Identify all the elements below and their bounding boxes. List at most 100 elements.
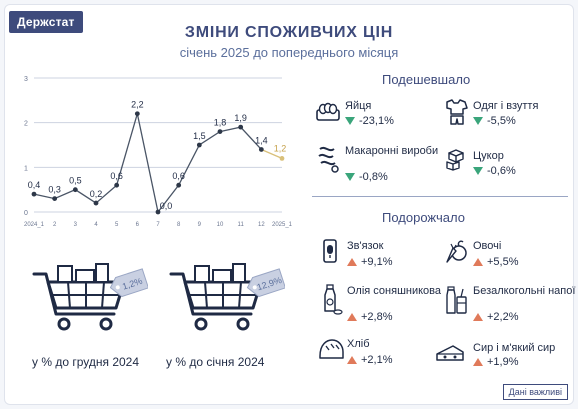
series-line-last <box>261 148 283 159</box>
x-tick-label: 4 <box>94 222 98 228</box>
data-label: 0,5 <box>69 176 82 186</box>
item-change: -5,5% <box>487 115 516 127</box>
clothes-icon <box>446 99 468 125</box>
pricier-item-cheese: Сир і м'який сир +1,9% <box>435 340 573 374</box>
data-label: 0,0 <box>160 201 173 211</box>
bread-icon <box>319 339 344 359</box>
x-tick-label: 2025_1 <box>272 222 293 228</box>
price-tag-icon: 1,2% <box>109 268 148 298</box>
data-label: 1,9 <box>234 113 247 123</box>
up-arrow-icon <box>473 258 483 267</box>
data-point <box>258 147 264 152</box>
oil-icon <box>324 284 343 315</box>
data-label: 0,6 <box>172 171 185 181</box>
item-change: +2,1% <box>361 354 393 366</box>
x-tick-label: 12 <box>258 222 265 228</box>
data-point <box>196 142 202 148</box>
pricier-item-vegetables: Овочі +5,5% <box>443 238 573 272</box>
pricier-item-communication: Зв'язок +9,1% <box>317 238 437 272</box>
item-change: +2,2% <box>487 311 519 323</box>
item-name: Одяг і взуття <box>473 100 539 112</box>
section-divider <box>312 196 568 197</box>
basket-december: 1,2% <box>32 263 148 331</box>
data-point <box>238 124 244 130</box>
page-title: ЗМІНИ СПОЖИВЧИХ ЦІН <box>184 24 394 41</box>
pricier-item-bread: Хліб +2,1% <box>317 336 437 370</box>
up-arrow-icon <box>473 313 483 322</box>
item-name: Макаронні вироби <box>345 145 439 157</box>
data-point <box>52 196 58 201</box>
up-arrow-icon <box>347 258 357 267</box>
data-label: 0,6 <box>110 171 123 181</box>
shopping-cart-icon <box>169 263 263 331</box>
basket-caption: у % до грудня 2024 <box>32 355 140 369</box>
cheaper-item-pasta: Макаронні вироби -0,8% <box>315 143 439 183</box>
data-point <box>31 191 37 197</box>
pricier-item-drinks: Безалкогольні напої +2,2% <box>443 283 576 323</box>
item-name: Цукор <box>473 150 504 162</box>
data-point <box>217 129 223 134</box>
item-name: Сир і м'який сир <box>473 342 556 354</box>
data-label: 0,2 <box>90 189 103 199</box>
x-tick-label: 3 <box>74 222 78 228</box>
data-label: 1,5 <box>193 131 206 141</box>
x-tick-label: 2024_1 <box>24 222 45 228</box>
item-change: +5,5% <box>487 256 519 268</box>
x-tick-label: 2 <box>53 222 57 228</box>
cheese-icon <box>436 345 464 361</box>
data-point <box>114 182 120 188</box>
item-name: Хліб <box>347 338 370 350</box>
vegetables-icon <box>446 240 467 263</box>
up-arrow-icon <box>473 358 483 367</box>
cheaper-item-eggs: Яйця -23,1% <box>315 98 435 132</box>
data-label: 1,2 <box>274 143 287 153</box>
item-change: +1,9% <box>487 356 519 368</box>
item-name: Зв'язок <box>347 240 384 252</box>
y-tick-label: 3 <box>24 76 28 83</box>
y-tick-label: 0 <box>24 210 28 217</box>
data-label: 1,8 <box>214 118 227 128</box>
series-line <box>33 113 262 214</box>
x-tick-label: 10 <box>217 222 224 228</box>
up-arrow-icon <box>347 313 357 322</box>
item-change: -23,1% <box>359 115 394 127</box>
y-tick-label: 1 <box>24 165 28 172</box>
data-point <box>155 209 161 215</box>
basket-january: 12,9% <box>169 263 285 331</box>
data-point <box>279 156 285 161</box>
item-change: -0,8% <box>359 171 388 183</box>
item-name: Олія соняшникова <box>347 285 442 297</box>
x-tick-label: 6 <box>136 222 140 228</box>
x-tick-label: 5 <box>115 222 119 228</box>
down-arrow-icon <box>345 173 355 182</box>
data-label: 0,3 <box>48 185 61 195</box>
down-arrow-icon <box>473 117 483 126</box>
cheaper-item-sugar: Цукор -0,6% <box>443 148 573 182</box>
item-change: +2,8% <box>361 311 393 323</box>
item-change: -0,6% <box>487 165 516 177</box>
data-point <box>176 182 182 188</box>
brand-logo: Держстат <box>9 11 83 33</box>
data-label: 1,4 <box>255 135 268 145</box>
item-name: Безалкогольні напої <box>473 285 576 297</box>
pricier-section-title: Подорожчало <box>382 210 465 225</box>
shopping-cart-icon <box>32 263 126 331</box>
x-tick-label: 7 <box>156 222 160 228</box>
item-change: +9,1% <box>361 256 393 268</box>
phone-icon <box>323 239 337 263</box>
x-tick-label: 9 <box>198 222 202 228</box>
y-tick-label: 2 <box>24 121 28 128</box>
cheaper-item-clothes: Одяг і взуття -5,5% <box>443 98 573 132</box>
x-tick-label: 8 <box>177 222 181 228</box>
eggs-icon <box>316 102 340 121</box>
x-tick-label: 11 <box>238 222 245 228</box>
up-arrow-icon <box>347 356 357 365</box>
pasta-icon <box>318 146 339 173</box>
price-tag-icon: 12,9% <box>246 268 285 298</box>
down-arrow-icon <box>345 117 355 126</box>
data-point <box>134 111 140 117</box>
page-subtitle: січень 2025 до попереднього місяця <box>179 45 399 60</box>
down-arrow-icon <box>473 167 483 176</box>
pricier-item-oil: Олія соняшникова +2,8% <box>317 283 442 323</box>
